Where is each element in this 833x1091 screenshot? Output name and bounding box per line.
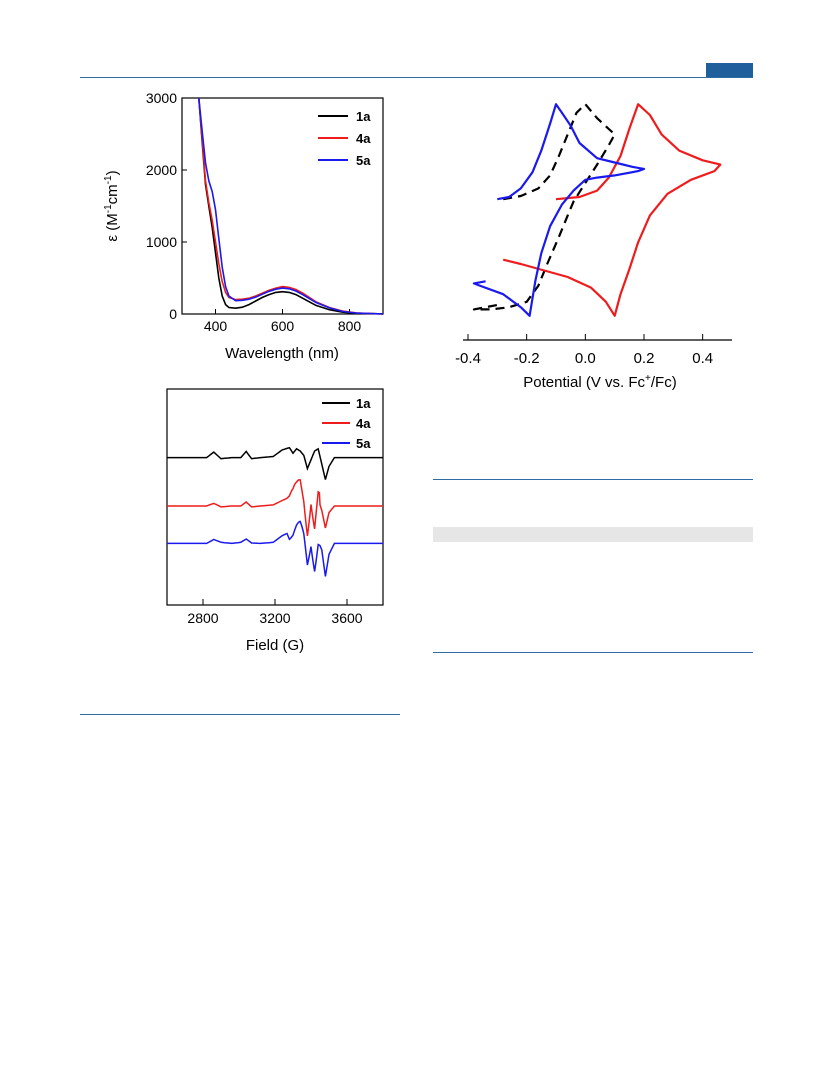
uvvis-lines — [198, 97, 384, 315]
epr-chart: 2800 3200 3600 1a 4a 5a Field (G) — [166, 388, 384, 654]
header-rule — [80, 77, 753, 78]
section-rule-3 — [80, 714, 400, 715]
epr-series-1a — [167, 446, 383, 480]
section-rule-1 — [433, 479, 753, 480]
epr-xtick-label: 2800 — [187, 610, 218, 626]
epr-xtick-label: 3600 — [331, 610, 362, 626]
cv-series-4a — [502, 103, 722, 317]
uvvis-legend: 1a 4a 5a — [318, 109, 371, 168]
cv-xtick-label: -0.2 — [514, 350, 540, 367]
cv-xtick-label: 0.2 — [634, 350, 655, 367]
uvvis-xtick-label: 600 — [271, 318, 295, 334]
uvvis-legend-label: 1a — [356, 109, 371, 124]
epr-xlabel: Field (G) — [246, 637, 304, 654]
uvvis-xtick-label: 800 — [338, 318, 362, 334]
uvvis-legend-label: 5a — [356, 153, 371, 168]
uvvis-ytick-label: 1000 — [146, 234, 177, 250]
section-rule-2 — [433, 652, 753, 653]
header-tab — [706, 63, 753, 77]
epr-lines — [167, 446, 383, 577]
uvvis-ylabel: ε (M-1cm-1) — [103, 170, 121, 241]
cv-chart: -0.4 -0.2 0.0 0.2 0.4 Potential (V vs. Fc+/F… — [455, 95, 735, 391]
epr-xtick-label: 3200 — [259, 610, 290, 626]
uvvis-legend-label: 4a — [356, 131, 371, 146]
epr-legend-label: 5a — [356, 436, 371, 451]
uvvis-ticks: 400 600 800 0 1000 2000 3000 — [146, 90, 362, 334]
cv-xtick-label: 0.0 — [575, 350, 596, 367]
epr-series-4a — [167, 479, 383, 536]
epr-series-5a — [167, 520, 383, 577]
cv-ticks: -0.4 -0.2 0.0 0.2 0.4 — [455, 334, 713, 367]
uvvis-plot-frame — [181, 97, 384, 315]
cv-lines — [472, 103, 722, 317]
uvvis-ytick-label: 0 — [169, 306, 177, 322]
uvvis-xtick-label: 400 — [204, 318, 228, 334]
cv-xtick-label: -0.4 — [455, 350, 481, 367]
uvvis-ytick-label: 2000 — [146, 162, 177, 178]
uvvis-series-5a — [198, 97, 384, 315]
uvvis-chart: 400 600 800 0 1000 2000 3000 1a 4a 5a Wavelength… — [103, 90, 384, 362]
uvvis-series-1a — [198, 97, 384, 315]
table-header-band — [433, 527, 753, 542]
epr-legend-label: 4a — [356, 416, 371, 431]
epr-ticks: 2800 3200 3600 — [187, 599, 363, 626]
cv-series-1a — [472, 103, 616, 311]
epr-legend-label: 1a — [356, 396, 371, 411]
cv-xlabel: Potential (V vs. Fc+/Fc) — [523, 373, 676, 391]
epr-legend: 1a 4a 5a — [322, 396, 371, 451]
cv-xtick-label: 0.4 — [692, 350, 713, 367]
cv-series-5a — [472, 103, 646, 317]
uvvis-xlabel: Wavelength (nm) — [225, 345, 339, 362]
epr-plot-frame — [166, 388, 384, 606]
uvvis-ytick-label: 3000 — [146, 90, 177, 106]
